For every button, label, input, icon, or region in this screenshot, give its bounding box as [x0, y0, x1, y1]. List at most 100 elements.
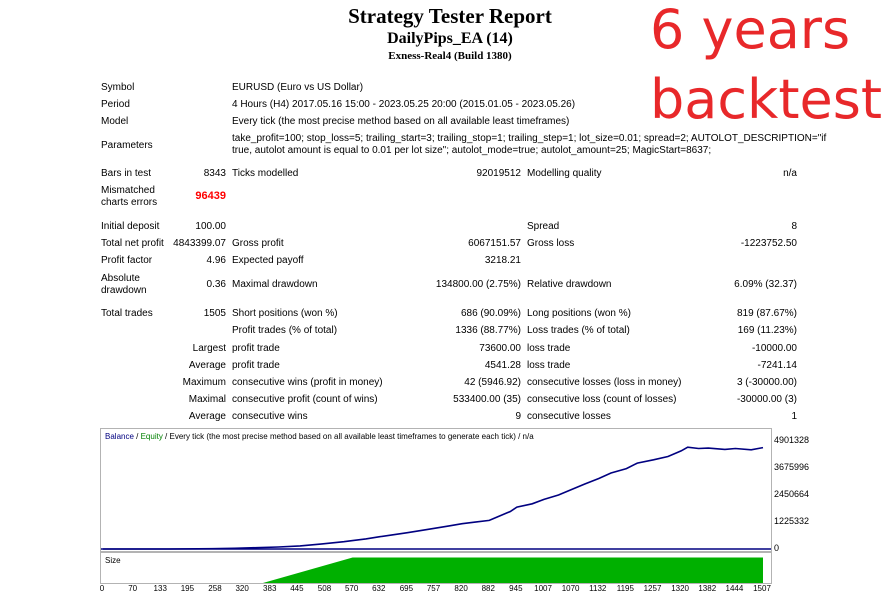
- x-tick-label: 1007: [534, 584, 552, 593]
- x-tick-label: 258: [208, 584, 222, 593]
- chart-legend: Balance / Equity / Every tick (the most …: [105, 432, 534, 442]
- gross-profit-label: Gross profit: [232, 238, 284, 249]
- x-tick-label: 882: [481, 584, 495, 593]
- size-area: [262, 557, 763, 583]
- x-tick-label: 632: [372, 584, 386, 593]
- average-label: Average: [188, 360, 226, 371]
- x-tick-label: 1070: [561, 584, 580, 593]
- x-tick-label: 820: [454, 584, 468, 593]
- total-trades-label: Total trades: [101, 308, 153, 319]
- quality-label: Modelling quality: [527, 168, 602, 179]
- absolute-drawdown-label-1: Absolute: [101, 273, 140, 284]
- x-tick-label: 445: [290, 584, 304, 593]
- y-tick-label: 1225332: [774, 516, 810, 526]
- legend-balance: Balance: [105, 432, 134, 441]
- max-consecutive-wins-label: consecutive wins (profit in money): [232, 377, 383, 388]
- x-tick-label: 1195: [616, 584, 634, 593]
- max-consecutive-losses-value: 3 (-30000.00): [736, 377, 797, 388]
- expected-payoff-label: Expected payoff: [232, 255, 304, 266]
- x-tick-label: 133: [153, 584, 167, 593]
- size-panel: Size: [100, 552, 772, 584]
- series-line-balance: [103, 446, 764, 550]
- mismatch-value: 96439: [195, 190, 226, 202]
- x-tick-label: 1444: [725, 584, 744, 593]
- balance-chart: Balance / Equity / Every tick (the most …: [100, 428, 772, 552]
- bars-label: Bars in test: [101, 168, 152, 179]
- largest-loss-label: loss trade: [527, 343, 571, 354]
- maximum-label: Maximum: [182, 377, 226, 388]
- avg-consecutive-losses-label: consecutive losses: [527, 411, 611, 422]
- x-tick-label: 695: [399, 584, 414, 593]
- net-profit-label: Total net profit: [101, 238, 164, 249]
- avg-consecutive-wins-value: 9: [515, 411, 521, 422]
- absolute-drawdown-label-2: drawdown: [101, 285, 147, 296]
- loss-trades-label: Loss trades (% of total): [527, 325, 630, 336]
- profit-factor-value: 4.96: [206, 255, 226, 266]
- short-positions-value: 686 (90.09%): [460, 308, 521, 319]
- total-trades-value: 1505: [203, 308, 226, 319]
- parameters-line-2: true, autolot amount is equal to 0.01 pe…: [232, 145, 712, 156]
- ticks-value: 92019512: [476, 168, 522, 179]
- average2-label: Average: [188, 411, 226, 422]
- x-tick-label: 570: [344, 584, 359, 593]
- x-tick-label: 320: [235, 584, 249, 593]
- period-value: 4 Hours (H4) 2017.05.16 15:00 - 2023.05.…: [232, 99, 576, 110]
- largest-label: Largest: [192, 343, 226, 354]
- overlay-text-line2: backtest: [650, 68, 883, 131]
- absolute-drawdown-value: 0.36: [206, 279, 226, 290]
- long-positions-label: Long positions (won %): [527, 308, 631, 319]
- model-label: Model: [101, 116, 129, 127]
- x-tick-label: 945: [509, 584, 523, 593]
- y-tick-label: 0: [774, 543, 780, 553]
- parameters-line-1: take_profit=100; stop_loss=5; trailing_s…: [232, 133, 827, 144]
- bars-value: 8343: [203, 168, 226, 179]
- ea-name: DailyPips_EA (14): [387, 30, 513, 47]
- ticks-label: Ticks modelled: [232, 168, 299, 179]
- maximal-consecutive-loss-label: consecutive loss (count of losses): [527, 394, 677, 405]
- size-label: Size: [105, 556, 121, 565]
- initial-deposit-value: 100.00: [195, 221, 226, 232]
- largest-loss-value: -10000.00: [751, 343, 797, 354]
- legend-equity: Equity: [140, 432, 163, 441]
- average-profit-label: profit trade: [232, 360, 280, 371]
- short-positions-label: Short positions (won %): [232, 308, 338, 319]
- largest-profit-value: 73600.00: [479, 343, 521, 354]
- report-title: Strategy Tester Report: [348, 4, 552, 28]
- long-positions-value: 819 (87.67%): [736, 308, 797, 319]
- maximal-consecutive-loss-value: -30000.00 (3): [736, 394, 797, 405]
- x-tick-label: 508: [317, 584, 332, 593]
- profit-trades-value: 1336 (88.77%): [455, 325, 521, 336]
- y-tick-label: 3675996: [774, 462, 810, 472]
- overlay-text-line1: 6 years: [650, 0, 851, 61]
- model-value: Every tick (the most precise method base…: [232, 116, 570, 127]
- mismatch-label-1: Mismatched: [101, 185, 155, 196]
- average-loss-value: -7241.14: [757, 360, 797, 371]
- legend-description: / Every tick (the most precise method ba…: [162, 432, 534, 441]
- x-tick-label: 757: [426, 584, 441, 593]
- maximal-consecutive-profit-value: 533400.00 (35): [453, 394, 521, 405]
- symbol-label: Symbol: [101, 82, 135, 93]
- gross-loss-label: Gross loss: [527, 238, 575, 249]
- quality-value: n/a: [783, 168, 797, 179]
- largest-profit-label: profit trade: [232, 343, 280, 354]
- x-tick-label: 1382: [698, 584, 717, 593]
- period-label: Period: [101, 99, 130, 110]
- x-tick-label: 383: [263, 584, 277, 593]
- parameters-label: Parameters: [101, 140, 153, 151]
- profit-trades-label: Profit trades (% of total): [232, 325, 338, 336]
- x-tick-label: 0: [99, 584, 105, 593]
- legend-separator: /: [133, 432, 141, 441]
- x-tick-label: 70: [128, 584, 138, 593]
- gross-loss-value: -1223752.50: [740, 238, 797, 249]
- maximal-drawdown-label: Maximal drawdown: [232, 279, 318, 290]
- y-tick-label: 4901328: [774, 435, 810, 445]
- x-tick-label: 1507: [753, 584, 771, 593]
- max-consecutive-wins-value: 42 (5946.92): [464, 377, 521, 388]
- spread-value: 8: [791, 221, 797, 232]
- net-profit-value: 4843399.07: [173, 238, 226, 249]
- mismatch-label-2: charts errors: [101, 197, 158, 208]
- maximal-label: Maximal: [188, 394, 226, 405]
- maximal-drawdown-value: 134800.00 (2.75%): [435, 279, 521, 290]
- maximal-consecutive-profit-label: consecutive profit (count of wins): [232, 394, 378, 405]
- avg-consecutive-wins-label: consecutive wins: [232, 411, 308, 422]
